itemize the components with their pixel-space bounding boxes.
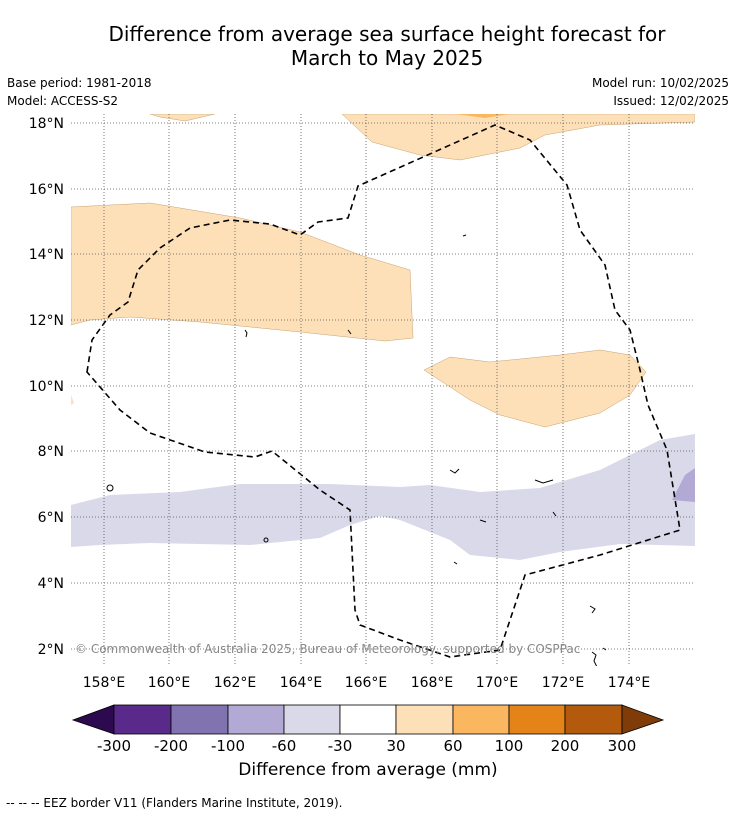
lat-label-8: 8°N	[38, 444, 64, 460]
colorbar-extend-high	[621, 704, 665, 735]
lat-label-10: 10°N	[29, 379, 64, 395]
copyright-text: © Commonwealth of Australia 2025, Bureau…	[75, 642, 580, 656]
model-name: Model: ACCESS-S2	[7, 94, 119, 108]
positive-anomaly-west	[71, 202, 414, 342]
map-title: Difference from average sea surface heig…	[0, 22, 736, 70]
lat-label-18: 18°N	[29, 116, 64, 132]
meta-right: Model run: 10/02/2025 Issued: 12/02/2025	[592, 74, 729, 110]
positive-anomaly-north	[341, 114, 695, 161]
colorbar	[71, 704, 665, 735]
cbar-tick-3: -100	[211, 737, 245, 755]
lon-label-172: 172°E	[542, 675, 585, 691]
colorbar-cell-5	[339, 704, 397, 735]
eez-border	[86, 124, 681, 658]
lat-label-14: 14°N	[29, 247, 64, 263]
cbar-tick-7: 60	[443, 737, 462, 755]
positive-anomaly-east	[423, 349, 647, 428]
lon-label-158: 158°E	[83, 675, 126, 691]
colorbar-cell-3	[227, 704, 285, 735]
lat-label-12: 12°N	[29, 313, 64, 329]
cbar-tick-6: 30	[386, 737, 405, 755]
cbar-tick-8: 100	[495, 737, 524, 755]
lon-label-174: 174°E	[608, 675, 651, 691]
colorbar-cell-9	[564, 704, 623, 735]
cbar-tick-2: -200	[154, 737, 188, 755]
lon-label-170: 170°E	[476, 675, 519, 691]
cbar-tick-4: -60	[272, 737, 297, 755]
lon-label-168: 168°E	[411, 675, 454, 691]
colorbar-cell-4	[283, 704, 341, 735]
negative-anomaly-patch-east	[672, 468, 695, 502]
cbar-tick-5: -30	[328, 737, 353, 755]
islands	[106, 234, 607, 666]
cbar-tick-1: -300	[97, 737, 131, 755]
colorbar-cell-6	[395, 704, 454, 735]
cbar-tick-10: 300	[608, 737, 637, 755]
model-run: Model run: 10/02/2025	[591, 76, 729, 90]
gridlines	[71, 114, 695, 666]
lon-label-160: 160°E	[148, 675, 191, 691]
positive-anomaly-north-small	[149, 114, 216, 122]
issued-date: Issued: 12/02/2025	[613, 94, 729, 108]
lon-label-162: 162°E	[214, 675, 257, 691]
negative-anomaly-band	[71, 434, 695, 560]
meta-left: Base period: 1981-2018 Model: ACCESS-S2	[7, 74, 152, 110]
lat-label-2: 2°N	[38, 642, 64, 658]
colorbar-cell-8	[508, 704, 566, 735]
lat-label-4: 4°N	[38, 576, 64, 592]
lon-label-164: 164°E	[280, 675, 323, 691]
positive-anomaly-north-core	[455, 114, 510, 118]
colorbar-cell-7	[452, 704, 510, 735]
positive-anomaly-edge	[71, 395, 74, 405]
map-area	[71, 114, 695, 666]
colorbar-extend-low	[71, 704, 115, 735]
lat-label-16: 16°N	[29, 182, 64, 198]
colorbar-cell-2	[170, 704, 229, 735]
colorbar-title: Difference from average (mm)	[238, 760, 498, 780]
cbar-tick-9: 200	[551, 737, 580, 755]
title-line-1: Difference from average sea surface heig…	[108, 22, 666, 46]
eez-footnote: -- -- -- EEZ border V11 (Flanders Marine…	[6, 796, 343, 810]
lat-label-6: 6°N	[38, 510, 64, 526]
colorbar-cell-1	[113, 704, 172, 735]
title-line-2: March to May 2025	[290, 46, 484, 70]
base-period: Base period: 1981-2018	[7, 76, 152, 90]
lon-label-166: 166°E	[345, 675, 388, 691]
